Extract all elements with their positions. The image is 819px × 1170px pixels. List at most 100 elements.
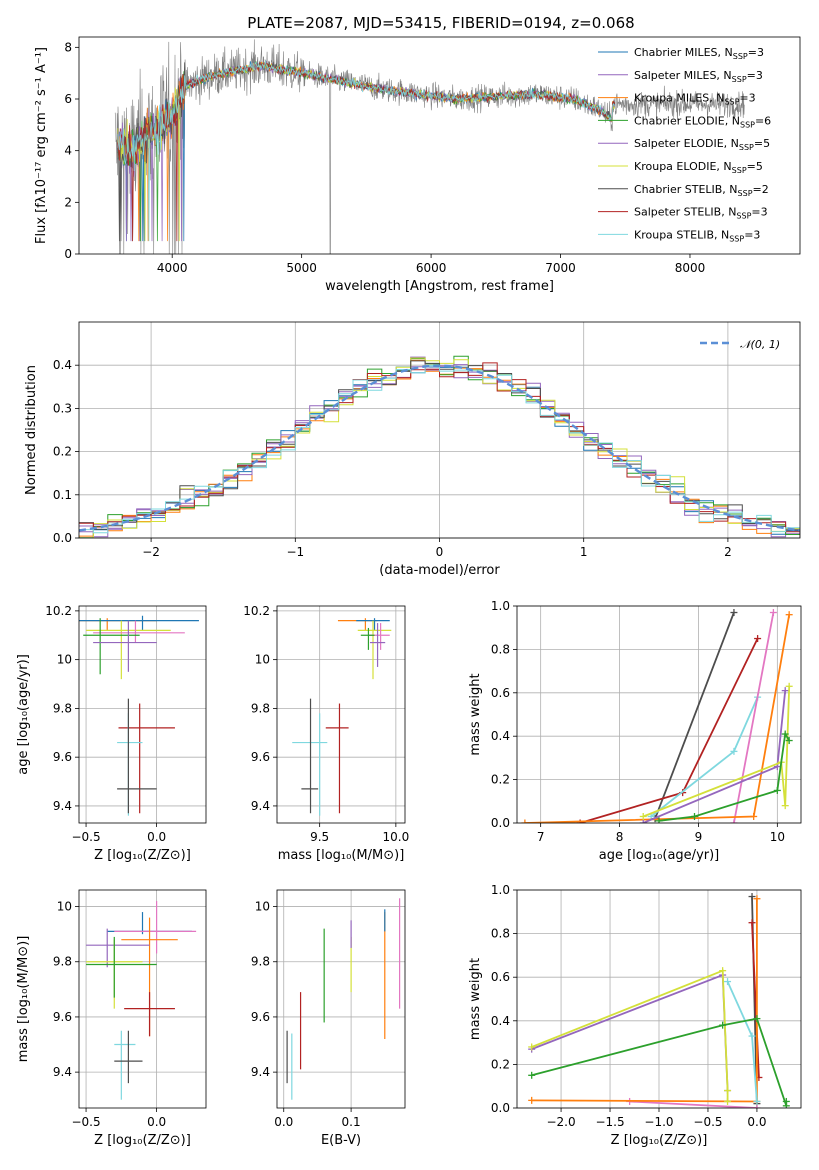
plus-marker [528,1043,536,1051]
x-tick-label: 6000 [416,261,447,275]
axes-frame [516,889,802,1109]
y-axis-label: age [log₁₀(age/yr)] [16,654,31,775]
plus-marker [730,609,738,617]
y-axis-label: mass weight [468,958,483,1040]
x-axis-label: wavelength [Angstrom, rest frame] [325,279,554,294]
y-tick-label: 0.8 [491,642,510,656]
errorbar-point [117,698,157,814]
errorbar-point [368,623,390,650]
errorbar-point [114,901,197,954]
x-tick-label: 8000 [675,261,706,275]
plus-marker [724,978,732,986]
y-tick-label: 0.4 [53,358,72,372]
panel-residuals: −2 −1 0 1 2 0.0 0.1 0.2 0.3 0.4 (data-model)/error… [24,321,801,578]
y-tick-label: 0.4 [491,729,510,743]
errorbar-point [357,620,392,680]
plus-marker [724,1097,732,1105]
y-tick-label: 0 [64,247,72,261]
errorbar-point [118,703,175,814]
x-tick-label: −2 [142,545,160,559]
y-tick-label: 6 [64,92,72,106]
errorbar-point [369,623,386,667]
plus-marker [753,895,761,903]
x-tick-label: 9.5 [310,830,329,844]
plus-marker [785,682,793,690]
axes-frame [78,889,207,1109]
x-axis-label: mass [log₁₀(M/M⊙)] [278,848,405,863]
mass-weight-line [579,638,759,823]
x-tick-label: 0.0 [147,1115,166,1129]
y-axis-label: mass [log₁₀(M/M⊙)] [16,936,31,1063]
x-tick-label: 0.0 [147,830,166,844]
errorbar-point [86,936,157,998]
y-tick-label: 0.2 [53,445,72,459]
normal-curve [79,364,800,532]
legend-label: Chabrier MILES, NSSP=3 [634,46,764,61]
y-tick-label: 9.8 [251,955,270,969]
model-spectrum-line [117,60,615,242]
plus-marker [639,812,647,820]
plus-marker [753,1015,761,1023]
errorbar-point [301,698,319,814]
x-tick-label: 7000 [545,261,576,275]
plus-marker [748,1032,756,1040]
y-tick-label: 4 [64,144,72,158]
legend-label: Kroupa MILES, NSSP=3 [634,92,756,107]
histogram-step [79,362,800,538]
plot-area [79,615,199,816]
plus-marker [730,819,738,823]
plus-marker [748,919,756,927]
y-tick-label: 10.2 [243,604,270,618]
legend-label: Salpeter STELIB, NSSP=3 [634,206,768,221]
plus-marker [750,812,758,820]
axes-frame [78,605,207,824]
errorbar-point [360,627,375,650]
plus-marker [781,730,789,738]
x-tick-label: 10 [770,830,785,844]
x-tick-label: 5000 [286,261,317,275]
mass-weight-line [650,696,759,818]
plus-marker [655,817,663,823]
x-tick-label: 0.0 [274,1115,293,1129]
errorbar-point [325,703,349,814]
axes-frame [276,605,406,824]
y-tick-label: 1.0 [491,883,510,897]
legend-label: Kroupa ELODIE, NSSP=5 [634,160,763,175]
y-axis-label: Flux [fλ10⁻¹⁷ erg cm⁻² s⁻¹ A⁻¹] [34,47,49,244]
plus-marker [773,786,781,794]
plus-marker [782,1097,790,1105]
plot-area [528,893,790,1108]
x-axis-label: E(B-V) [321,1133,361,1148]
spectrum-legend: Chabrier MILES, NSSP=3 Salpeter MILES, NS… [598,46,771,243]
axes-frame [78,36,801,255]
histogram-step [79,357,800,538]
panel-mass_weight_vs_Z: −2.0 −1.5 −1.0 −0.5 0.0 0.0 0.2 0.4 0.6 0.8 1.0 Z [… [468,883,802,1148]
plus-marker [639,819,647,823]
y-tick-label: 9.6 [251,1010,270,1024]
legend-label: Salpeter ELODIE, NSSP=5 [634,137,770,152]
y-tick-label: 0.0 [53,531,72,545]
x-axis-label: age [log₁₀(age/yr)] [599,848,720,863]
plus-marker [691,812,698,820]
legend-label: Kroupa STELIB, NSSP=3 [634,228,760,243]
x-tick-label: −1 [286,545,304,559]
x-tick-label: 0 [436,545,444,559]
plus-marker [785,737,793,745]
y-tick-label: 0.1 [53,488,72,502]
y-tick-label: 8 [64,40,72,54]
y-tick-label: 9.8 [53,955,72,969]
y-tick-label: 2 [64,195,72,209]
y-tick-label: 0.0 [491,1101,510,1115]
y-tick-label: 9.6 [251,750,270,764]
plus-marker [521,819,529,823]
plus-marker [781,802,789,810]
plus-marker [748,893,756,901]
panel-spectrum: 4000 5000 6000 7000 8000 0 2 4 6 8 wavelength [Ang… [34,36,801,294]
histogram-step [79,356,800,538]
y-tick-label: 10 [57,653,72,667]
x-axis-label: Z [log₁₀(Z/Z⊙)] [94,848,191,863]
x-tick-label: 8 [616,830,624,844]
panel-mass_vs_Z: −0.5 0.0 9.4 9.6 9.8 10 Z [log₁₀(Z/Z⊙)] mass [l… [16,889,207,1148]
y-tick-label: 9.8 [251,701,270,715]
